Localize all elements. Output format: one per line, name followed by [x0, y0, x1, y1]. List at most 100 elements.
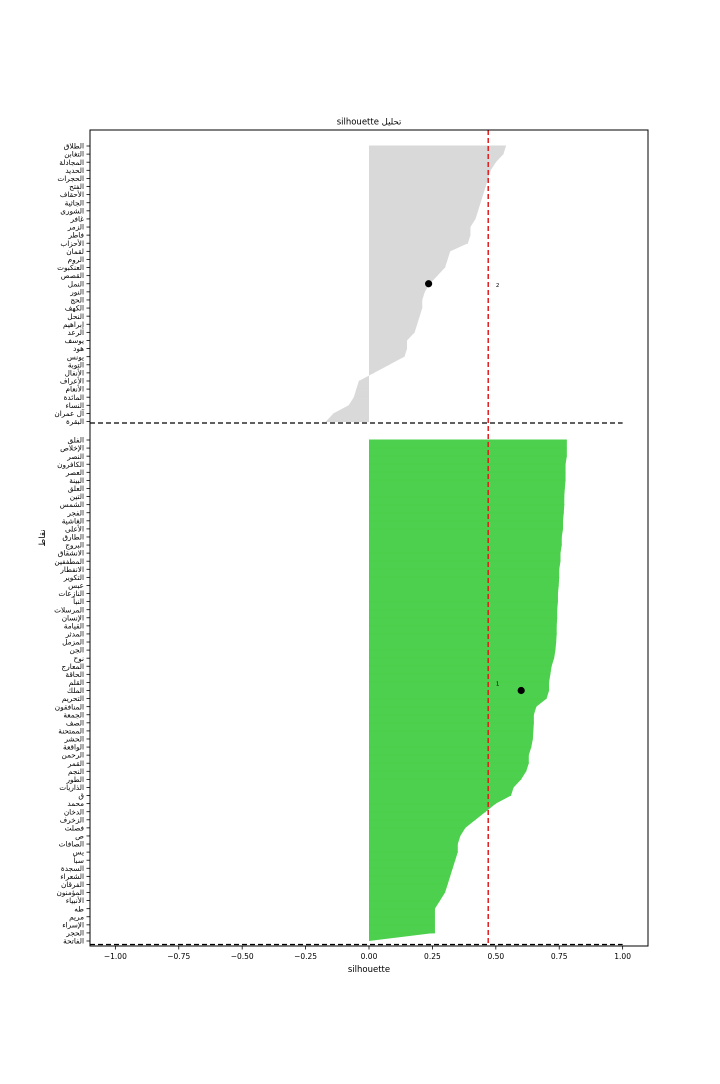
- y-tick-label: الحجرات: [57, 174, 84, 183]
- y-tick-label: الأعراف: [60, 377, 84, 386]
- y-tick-label: المعارج: [62, 662, 84, 671]
- y-tick-label: الكافرون: [57, 460, 84, 469]
- y-tick-label: الملك: [67, 686, 84, 695]
- y-tick-label: مريم: [69, 912, 84, 921]
- y-tick-label: المطففين: [54, 557, 84, 566]
- y-tick-label: النحل: [67, 312, 84, 321]
- x-tick-label: −1.00: [104, 952, 127, 961]
- y-tick-label: الأنفال: [65, 368, 84, 377]
- y-tick-label: إبراهيم: [63, 320, 84, 329]
- y-tick-label: الفجر: [66, 508, 84, 517]
- y-tick-label: العنكبوت: [57, 263, 84, 272]
- y-tick-label: فصلت: [65, 823, 84, 832]
- y-tick-label: يونس: [67, 352, 84, 361]
- cluster-1-label: 1: [496, 681, 500, 687]
- y-tick-label: الفاتحة: [63, 937, 84, 946]
- y-tick-label: المنافقون: [55, 702, 84, 711]
- y-tick-label: لقمان: [66, 247, 84, 256]
- x-tick-label: −0.25: [294, 952, 317, 961]
- cluster-2-label: 2: [496, 283, 500, 289]
- y-tick-label: البينة: [69, 476, 84, 485]
- y-tick-label: المرسلات: [54, 605, 84, 614]
- y-tick-label: الحجر: [65, 929, 84, 938]
- cluster-centers: 21: [425, 280, 525, 695]
- y-tick-label: الطور: [65, 775, 84, 784]
- x-tick-label: −0.50: [231, 952, 254, 961]
- y-tick-label: الجاثية: [65, 198, 84, 207]
- y-tick-label: الشعراء: [60, 872, 84, 881]
- y-tick-label: غافر: [69, 215, 84, 224]
- x-tick-label: 0.50: [487, 952, 504, 961]
- x-tick-label: 0.25: [424, 952, 441, 961]
- y-tick-label: يوسف: [65, 336, 84, 345]
- cluster-1-center: [517, 686, 525, 695]
- y-tick-label: يس: [73, 848, 84, 857]
- y-tick-label: الصف: [66, 718, 84, 727]
- y-tick-label: الحشر: [64, 735, 85, 744]
- y-tick-label: الرعد: [68, 328, 84, 337]
- y-tick-label: النساء: [65, 401, 84, 410]
- y-tick-label: القلم: [69, 678, 84, 687]
- y-tick-label: القيامة: [64, 621, 84, 630]
- y-tick-label: الزخرف: [60, 815, 84, 824]
- y-tick-label: المزمل: [62, 638, 84, 647]
- y-tick-label: النصر: [66, 452, 84, 461]
- y-tick-label: هود: [73, 344, 84, 353]
- y-tick-label: الأحقاف: [60, 190, 84, 199]
- y-tick-label: العلق: [68, 484, 84, 493]
- y-tick-label: التكوير: [63, 573, 84, 582]
- y-tick-label: الكهف: [65, 304, 84, 313]
- y-tick-label: الفتح: [69, 182, 84, 191]
- x-tick-label: −0.75: [167, 952, 190, 961]
- y-tick-label: محمد: [67, 799, 84, 808]
- y-tick-label: الطارق: [62, 533, 84, 542]
- y-tick-label: الأعلى: [65, 524, 84, 533]
- y-tick-label: المائدة: [64, 393, 84, 402]
- y-tick-label: الأنعام: [66, 385, 84, 394]
- y-tick-label: الشمس: [60, 500, 84, 509]
- x-tick-label: 1.00: [614, 952, 631, 961]
- y-axis-ticks: الطلاقالتغابنالمجادلةالحديدالحجراتالفتحا…: [54, 142, 90, 946]
- y-tick-label: الإخلاص: [60, 444, 84, 453]
- y-tick-label: طه: [74, 904, 84, 913]
- y-tick-label: الحاقة: [65, 670, 84, 679]
- y-tick-label: التين: [70, 492, 84, 501]
- y-tick-label: البقرة: [66, 417, 84, 426]
- y-tick-label: الانفطار: [59, 565, 84, 574]
- x-axis-label: silhouette: [348, 965, 390, 975]
- y-tick-label: الشورى: [60, 206, 84, 215]
- y-tick-label: ق: [78, 791, 84, 800]
- y-tick-label: الفلق: [68, 436, 84, 445]
- y-axis-label: نقاط: [38, 529, 48, 546]
- y-tick-label: الصافات: [59, 840, 84, 849]
- y-tick-label: البروج: [65, 541, 84, 550]
- y-tick-label: السجدة: [61, 864, 84, 873]
- y-tick-label: المؤمنون: [57, 888, 84, 897]
- y-tick-label: القصص: [61, 271, 84, 280]
- x-axis-ticks: −1.00 −0.75 −0.50 −0.25 0.00 0.25 0.50 0.75 1.00: [104, 946, 631, 961]
- y-tick-label: العصر: [65, 468, 84, 477]
- y-tick-label: الجن: [69, 646, 84, 655]
- y-tick-label: الأحزاب: [60, 239, 84, 248]
- y-tick-label: الغاشية: [62, 516, 84, 525]
- chart-title: silhouette تحليل: [337, 118, 402, 128]
- y-tick-label: ص: [75, 832, 84, 841]
- y-tick-label: القمر: [67, 759, 84, 768]
- y-tick-label: التحريم: [62, 694, 84, 703]
- cluster-2-center: [425, 280, 433, 288]
- y-tick-label: الذاريات: [59, 783, 84, 792]
- y-tick-label: المدثر: [65, 630, 84, 639]
- y-tick-label: الفرقان: [61, 880, 84, 889]
- y-tick-label: النمل: [68, 279, 84, 288]
- y-tick-label: التغابن: [64, 150, 84, 159]
- y-tick-label: الحج: [70, 296, 84, 305]
- y-tick-label: فاطر: [67, 231, 84, 240]
- y-tick-label: النور: [69, 287, 84, 296]
- y-tick-label: الأنبياء: [66, 896, 84, 905]
- x-tick-label: 0.75: [551, 952, 568, 961]
- y-tick-label: الحديد: [65, 166, 84, 175]
- cluster-fills: [325, 145, 567, 941]
- y-tick-label: الزمر: [67, 223, 84, 232]
